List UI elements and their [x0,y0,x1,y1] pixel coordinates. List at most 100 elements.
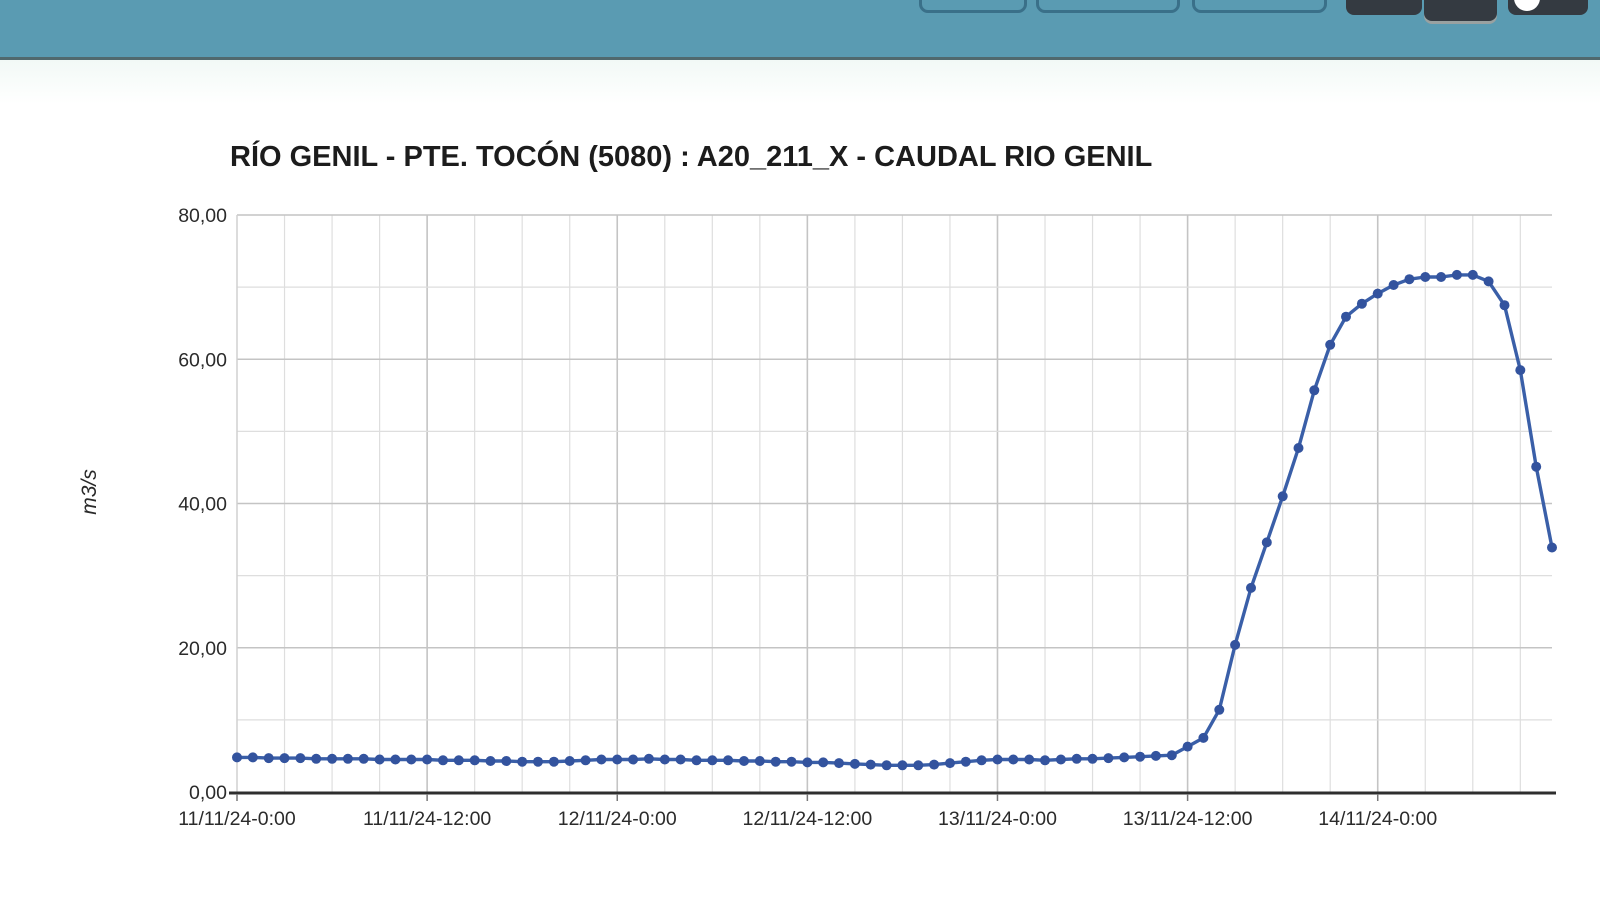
data-point[interactable] [580,755,591,766]
data-point[interactable] [865,759,876,770]
data-point[interactable] [390,754,401,765]
data-point[interactable] [1261,537,1272,548]
data-point[interactable] [501,756,512,766]
x-tick-label: 11/11/24-12:00 [363,808,491,830]
data-point[interactable] [1024,754,1035,765]
data-point[interactable] [612,754,623,765]
data-point[interactable] [1451,269,1462,280]
data-point[interactable] [849,758,860,769]
data-point[interactable] [1356,298,1367,309]
flow-series-line [235,273,1554,767]
data-point[interactable] [422,754,433,765]
data-point[interactable] [485,756,496,766]
data-point[interactable] [1040,755,1050,766]
data-point[interactable] [548,756,559,767]
data-point[interactable] [818,757,829,768]
data-point[interactable] [1325,339,1336,350]
header-outline-button-3[interactable] [1192,0,1327,13]
header-outline-button-1[interactable] [919,0,1027,13]
data-point[interactable] [1293,443,1304,453]
x-tick-label: 13/11/24-0:00 [938,808,1057,830]
chart-title: RÍO GENIL - PTE. TOCÓN (5080) : A20_211_… [230,141,1153,173]
data-point[interactable] [707,755,718,766]
data-point[interactable] [691,755,702,766]
data-point[interactable] [786,756,797,767]
data-point[interactable] [1135,751,1146,762]
data-point[interactable] [960,756,971,767]
data-point[interactable] [1119,752,1130,763]
data-point[interactable] [1055,754,1066,765]
data-point[interactable] [945,758,955,769]
data-point[interactable] [438,755,448,766]
header-outline-button-2[interactable] [1036,0,1180,13]
data-point[interactable] [1087,753,1098,764]
data-point[interactable] [1372,288,1383,299]
data-point[interactable] [1214,704,1225,715]
data-point[interactable] [992,754,1003,765]
data-point[interactable] [1246,582,1256,593]
data-point[interactable] [1071,753,1082,764]
chart-axes: 11/11/24-0:00 11/11/24-12:00 12/11/24-0:00… [178,205,1556,830]
flow-series [232,269,1557,771]
data-point[interactable] [263,753,274,764]
y-tick-label: 60,00 [178,349,227,371]
y-tick-label: 80,00 [178,205,227,227]
data-point[interactable] [327,753,338,764]
data-point[interactable] [770,756,781,767]
data-point[interactable] [628,754,639,765]
data-point[interactable] [976,755,987,766]
data-point[interactable] [1404,274,1415,285]
data-point[interactable] [739,756,749,766]
data-point[interactable] [1547,542,1557,553]
data-point[interactable] [517,756,528,767]
data-point[interactable] [533,756,543,767]
data-point[interactable] [596,754,607,765]
data-point[interactable] [913,760,924,771]
circle-icon [1514,0,1540,11]
data-point[interactable] [1531,461,1542,472]
data-point[interactable] [564,756,575,766]
data-point[interactable] [1182,741,1193,752]
x-tick-label: 12/11/24-0:00 [558,808,677,830]
data-point[interactable] [295,753,306,764]
data-point[interactable] [881,760,892,771]
data-point[interactable] [1277,491,1288,502]
data-point[interactable] [1483,276,1494,287]
data-point[interactable] [1166,750,1177,761]
data-point[interactable] [1420,272,1431,282]
data-point[interactable] [834,758,844,769]
data-point[interactable] [675,754,686,765]
data-point[interactable] [342,753,353,764]
data-point[interactable] [1008,754,1019,765]
data-point[interactable] [279,753,290,764]
data-point[interactable] [1309,385,1320,396]
data-point[interactable] [1467,269,1478,280]
data-point[interactable] [1436,272,1447,282]
data-point[interactable] [897,760,908,771]
data-point[interactable] [723,755,734,766]
data-point[interactable] [659,754,670,765]
data-point[interactable] [247,752,258,763]
data-point[interactable] [1150,750,1161,761]
data-point[interactable] [1230,639,1241,650]
data-point[interactable] [311,753,322,764]
data-point[interactable] [1198,732,1209,743]
data-point[interactable] [1103,753,1114,764]
data-point[interactable] [754,756,765,766]
data-point[interactable] [358,753,369,764]
data-point[interactable] [453,755,464,766]
data-point[interactable] [643,753,654,764]
data-point[interactable] [802,757,813,768]
data-point[interactable] [1515,365,1526,376]
data-point[interactable] [232,752,242,763]
data-point[interactable] [406,754,417,765]
header-dark-button-2[interactable] [1424,0,1497,21]
data-point[interactable] [929,759,940,770]
data-point[interactable] [469,755,480,766]
header-dark-button-1[interactable] [1346,0,1422,15]
data-point[interactable] [1341,311,1351,322]
data-point[interactable] [374,754,385,765]
data-point[interactable] [1388,280,1399,290]
data-point[interactable] [1499,300,1510,311]
